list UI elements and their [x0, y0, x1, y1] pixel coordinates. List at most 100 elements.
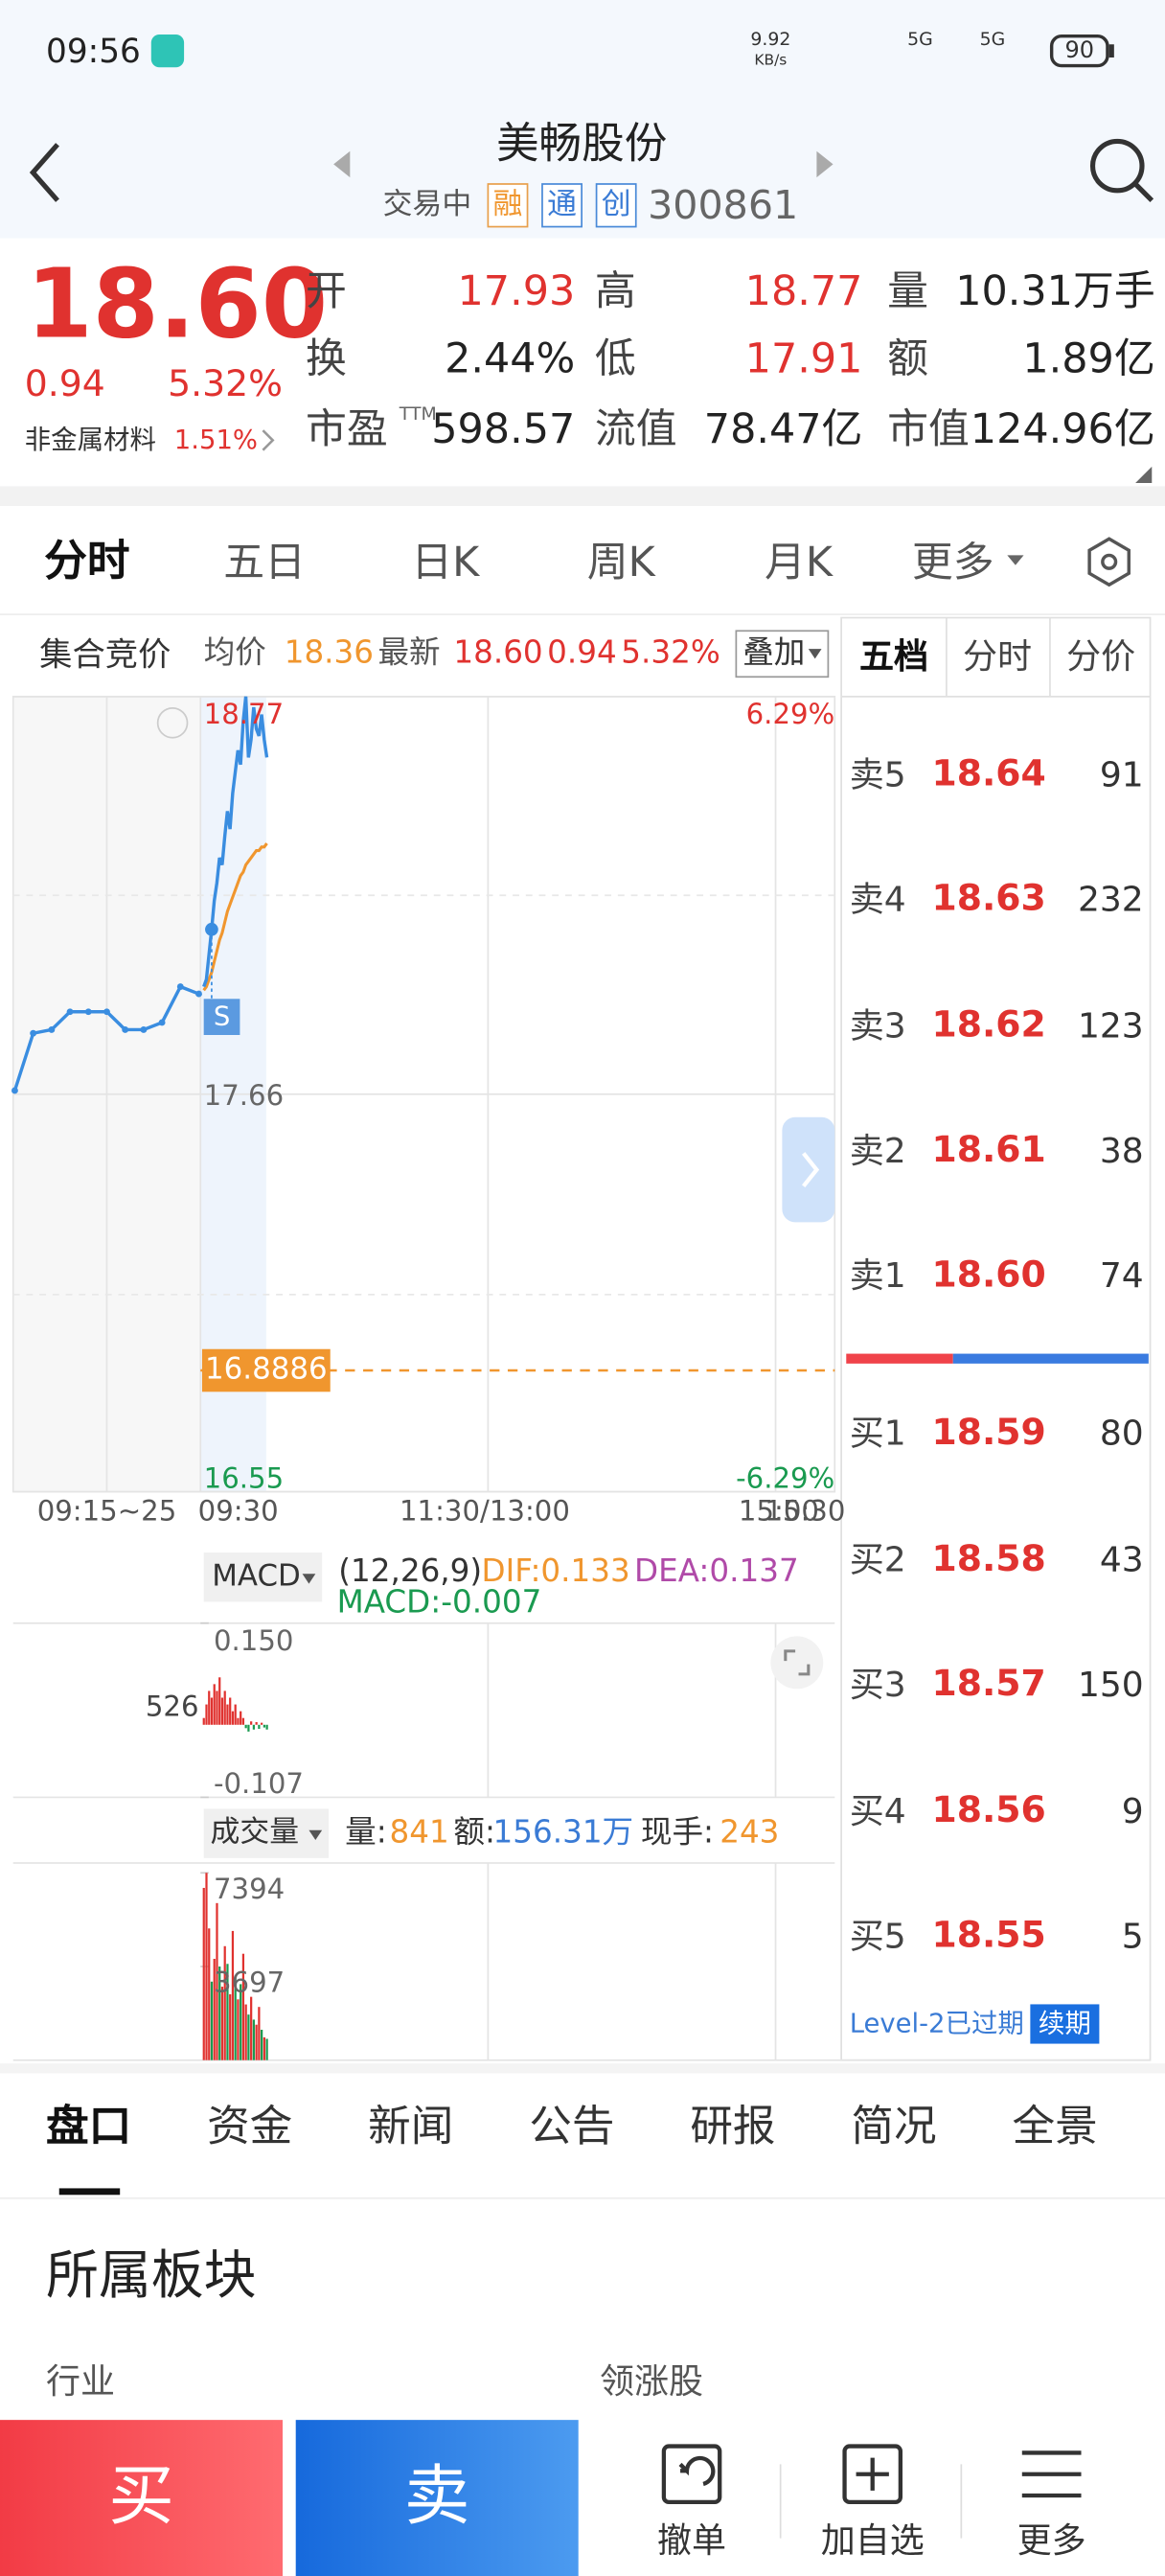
- macd-dea: DEA:0.137: [634, 1552, 799, 1590]
- volume-bar: [244, 2004, 247, 2060]
- x-tick-label: 11:30/13:00: [400, 1495, 570, 1530]
- sector[interactable]: 非金属材料: [24, 424, 156, 455]
- stat-sup: TTM: [399, 402, 437, 426]
- stat-label: 流值: [594, 404, 677, 453]
- help-icon[interactable]: [156, 707, 189, 739]
- volume-bar: [213, 1958, 216, 2060]
- info-tab[interactable]: 资金: [207, 2103, 293, 2152]
- macd-bar: [226, 1704, 229, 1725]
- premarket-point: [11, 1087, 18, 1094]
- volume-bar: [229, 1993, 232, 2060]
- expand-arrow: [802, 1152, 820, 1188]
- auction-tab[interactable]: 集合竞价: [39, 633, 171, 674]
- cancel-order[interactable]: 撤单: [657, 2520, 727, 2561]
- macd-bar: [210, 1697, 214, 1725]
- y-tick-label: 0.150: [213, 1625, 294, 1659]
- book-price: 18.63: [931, 879, 1046, 921]
- macd-bar: [231, 1711, 235, 1725]
- buy-button[interactable]: [0, 2420, 283, 2576]
- book-price: 18.62: [931, 1005, 1046, 1047]
- book-tab[interactable]: 分价: [1066, 636, 1136, 677]
- separator: [0, 486, 1165, 507]
- sell-button[interactable]: [295, 2420, 579, 2576]
- premarket-label: 526: [145, 1690, 199, 1725]
- book-tab[interactable]: 分时: [963, 636, 1033, 677]
- signal: 5G: [907, 29, 933, 51]
- marker-point: [205, 922, 218, 936]
- volume-bar: [234, 1976, 237, 2060]
- book-volume: 232: [1077, 880, 1144, 920]
- indicator-name[interactable]: 成交量: [210, 1815, 300, 1851]
- badge-box: [487, 183, 529, 228]
- y-tick-label: 7394: [213, 1874, 286, 1907]
- stock-name: 美畅股份: [495, 120, 668, 170]
- chart-tab[interactable]: 更多: [911, 538, 994, 586]
- macd-caret: [302, 1574, 316, 1584]
- back-button[interactable]: [29, 143, 59, 202]
- book-level: 买4: [849, 1791, 906, 1831]
- premarket-point: [195, 990, 202, 998]
- x-tick-label: 15:30: [765, 1495, 846, 1530]
- info-tab[interactable]: 公告: [529, 2103, 615, 2152]
- premarket-point: [30, 1029, 37, 1037]
- book-volume: 150: [1077, 1665, 1144, 1705]
- stat-label: 高: [594, 266, 636, 315]
- macd-bar: [250, 1721, 253, 1725]
- y-tick-label: 3697: [213, 1966, 286, 2001]
- info-tab[interactable]: 新闻: [368, 2103, 454, 2152]
- volume-button[interactable]: [203, 1808, 330, 1858]
- macd-bar: [244, 1724, 247, 1729]
- info-tab[interactable]: 全景: [1012, 2103, 1098, 2152]
- badge: 通: [547, 187, 577, 222]
- expand-tab[interactable]: [782, 1116, 835, 1223]
- trade-status: 交易中: [382, 187, 472, 222]
- premarket-point: [84, 1008, 92, 1016]
- stat-label: 市盈: [306, 404, 388, 453]
- leader-label: 领涨股: [600, 2361, 704, 2402]
- sell[interactable]: 卖: [403, 2459, 470, 2536]
- macd-bar: [240, 1711, 242, 1725]
- buy[interactable]: 买: [108, 2459, 174, 2536]
- book-price: 18.58: [931, 1539, 1046, 1581]
- add-watchlist[interactable]: 加自选: [820, 2520, 925, 2561]
- more[interactable]: 更多: [1017, 2520, 1086, 2561]
- renew[interactable]: 续期: [1038, 2007, 1091, 2039]
- macd-bar: [258, 1724, 261, 1730]
- stat-value: 1.89亿: [1022, 334, 1155, 382]
- badge-box: [541, 183, 583, 228]
- book-tab[interactable]: 五档: [858, 636, 929, 677]
- macd-bar: [255, 1721, 258, 1725]
- renew-button[interactable]: [1030, 2004, 1100, 2044]
- info-tab[interactable]: 研报: [690, 2103, 776, 2152]
- prev-stock[interactable]: [333, 150, 351, 178]
- stat-label: 量: [887, 266, 929, 315]
- macd-bar: [223, 1690, 226, 1725]
- next-stock[interactable]: [816, 150, 834, 178]
- volume-bar: [210, 1981, 214, 2060]
- order-book-panel: [840, 616, 1152, 2061]
- volume-bar: [205, 1873, 208, 2060]
- info-tab[interactable]: 简况: [851, 2103, 937, 2152]
- change: 0.94: [24, 364, 105, 406]
- chart-tab[interactable]: 周K: [586, 538, 655, 586]
- x-tick-label: 09:15~25: [36, 1495, 177, 1530]
- signal: 5G: [979, 29, 1006, 51]
- chart-tab[interactable]: 分时: [44, 537, 130, 587]
- search-button[interactable]: [1089, 138, 1154, 202]
- sector-pct: 1.51%: [173, 424, 258, 455]
- chart-tab[interactable]: 月K: [765, 538, 834, 586]
- chart-tab[interactable]: 五日: [223, 538, 307, 586]
- sector-arrow[interactable]: [262, 429, 275, 451]
- macd-button[interactable]: [203, 1552, 323, 1602]
- indicator-name[interactable]: MACD: [212, 1558, 301, 1594]
- chart-tab[interactable]: 日K: [411, 538, 480, 586]
- pct-high: 6.29%: [745, 699, 835, 732]
- badge: 创: [601, 187, 631, 222]
- info-tab[interactable]: 盘口: [46, 2103, 132, 2152]
- macd-bar: [220, 1697, 224, 1725]
- settings-icon[interactable]: [1087, 537, 1131, 587]
- fullscreen-button[interactable]: [770, 1636, 824, 1690]
- stat-value: 124.96亿: [970, 404, 1155, 453]
- book-level: 卖3: [849, 1006, 906, 1046]
